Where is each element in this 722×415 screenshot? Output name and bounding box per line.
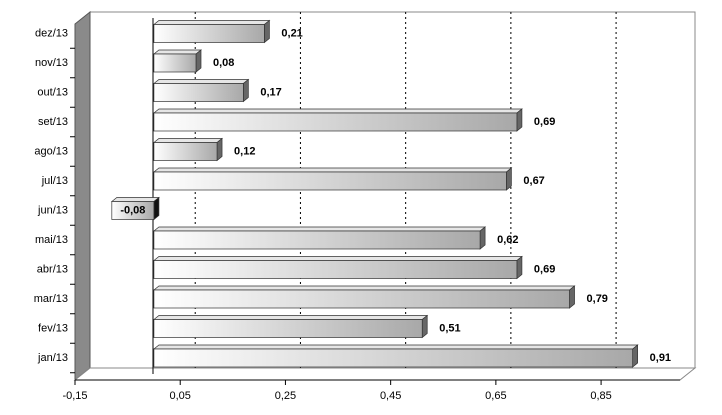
bar: [153, 171, 507, 191]
bar: [153, 230, 481, 250]
x-tick-label: 0,25: [275, 390, 296, 402]
y-tick-label: jun/13: [37, 204, 68, 216]
y-tick-label: set/13: [38, 116, 68, 128]
value-label: 0,69: [534, 116, 555, 128]
bar: [153, 53, 197, 73]
bar-end: [516, 108, 523, 132]
bar-end: [153, 196, 160, 221]
bar-top: [152, 49, 202, 55]
bar-top: [152, 167, 513, 173]
y-tick-label: jul/13: [41, 175, 68, 187]
bar: [153, 260, 518, 279]
bar-top: [152, 108, 523, 114]
bar: [153, 289, 570, 309]
x-tick-label: 0,85: [590, 390, 611, 402]
value-label: 0,08: [213, 57, 234, 69]
bar-top: [152, 315, 429, 320]
bar-top: [110, 197, 160, 202]
y-tick-label: mar/13: [34, 293, 68, 305]
value-label: 0,17: [260, 86, 281, 98]
bar-end: [516, 255, 523, 280]
bar-end: [421, 314, 428, 339]
x-tick-label: 0,45: [380, 390, 401, 402]
x-tick-label: -0,15: [62, 390, 87, 402]
bar-end: [216, 137, 223, 162]
side-wall: [74, 10, 91, 382]
y-tick-label: out/13: [37, 86, 68, 98]
x-tick-label: 0,05: [170, 390, 191, 402]
bar-end: [506, 167, 512, 191]
y-tick-label: mai/13: [35, 234, 68, 246]
value-label: 0,62: [497, 234, 518, 246]
bar: [111, 201, 155, 220]
bar: [153, 112, 518, 132]
bar-end: [479, 226, 486, 250]
value-label: 0,12: [234, 145, 255, 157]
bar-top: [152, 344, 639, 350]
value-label: 0,21: [281, 27, 302, 39]
y-tick-label: nov/13: [35, 57, 68, 69]
y-tick-label: fev/13: [38, 322, 68, 334]
bar: [153, 142, 218, 161]
bar-top: [152, 226, 487, 232]
bar-top: [152, 256, 523, 261]
value-label: 0,69: [534, 263, 555, 275]
bar-end: [569, 285, 575, 309]
bar-top: [152, 20, 271, 25]
bar-end: [195, 49, 202, 73]
value-label: 0,67: [523, 175, 544, 187]
y-tick-label: jan/13: [37, 352, 68, 364]
bar: [153, 319, 423, 338]
y-tick-label: dez/13: [35, 27, 68, 39]
bar: [153, 83, 244, 102]
bar-top: [152, 79, 250, 84]
bar-end: [632, 344, 639, 368]
bar-top: [152, 285, 576, 291]
y-tick-label: ago/13: [34, 145, 68, 157]
bar-top: [152, 138, 224, 143]
value-label: -0,08: [120, 204, 145, 216]
value-label: 0,79: [587, 293, 608, 305]
value-label: 0,91: [650, 352, 671, 364]
bar: [153, 348, 634, 368]
y-tick-label: abr/13: [37, 263, 68, 275]
bar: [153, 24, 265, 43]
bar-end: [242, 78, 249, 103]
x-tick-label: 0,65: [485, 390, 506, 402]
floor: [73, 367, 697, 381]
bar-end: [264, 19, 270, 44]
value-label: 0,51: [439, 322, 460, 334]
